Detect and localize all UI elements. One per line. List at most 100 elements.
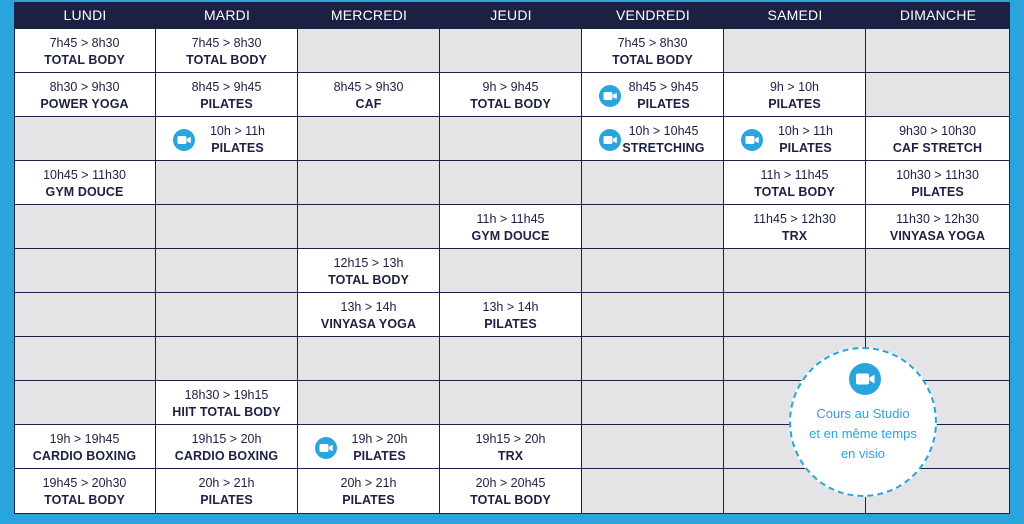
class-slot: 19h > 20h PILATES xyxy=(298,425,440,469)
empty-slot xyxy=(582,381,724,425)
class-name: TOTAL BODY xyxy=(44,493,125,507)
class-time: 20h > 21h xyxy=(198,476,255,490)
empty-slot xyxy=(156,293,298,337)
class-slot: 11h45 > 12h30 TRX xyxy=(724,205,866,249)
empty-slot xyxy=(866,249,1010,293)
legend-text: Cours au Studio et en même temps en visi… xyxy=(799,404,927,464)
empty-slot xyxy=(298,29,440,73)
class-name: PILATES xyxy=(200,97,253,111)
class-slot: 8h30 > 9h30 POWER YOGA xyxy=(14,73,156,117)
day-header-mardi: MARDI xyxy=(203,7,251,23)
class-time: 9h30 > 10h30 xyxy=(899,124,976,138)
class-slot: 18h30 > 19h15 HIIT TOTAL BODY xyxy=(156,381,298,425)
video-camera-icon xyxy=(849,363,881,395)
empty-slot xyxy=(298,117,440,161)
class-slot: 10h45 > 11h30 GYM DOUCE xyxy=(14,161,156,205)
class-time: 19h > 19h45 xyxy=(49,432,120,446)
class-slot: 20h > 21h PILATES xyxy=(156,469,298,514)
class-time: 8h45 > 9h45 xyxy=(628,80,699,94)
class-slot: 8h45 > 9h45 PILATES xyxy=(582,73,724,117)
empty-slot xyxy=(440,117,582,161)
class-slot: 7h45 > 8h30 TOTAL BODY xyxy=(14,29,156,73)
class-time: 9h > 9h45 xyxy=(482,80,539,94)
class-time: 13h > 14h xyxy=(340,300,397,314)
class-name: VINYASA YOGA xyxy=(889,229,986,243)
class-time: 20h > 20h45 xyxy=(475,476,546,490)
class-slot: 8h45 > 9h45 PILATES xyxy=(156,73,298,117)
day-header-vendredi: VENDREDI xyxy=(616,7,690,23)
video-camera-icon xyxy=(599,85,621,107)
class-name: PILATES xyxy=(484,317,537,331)
empty-slot xyxy=(156,249,298,293)
empty-slot xyxy=(14,337,156,381)
class-name: CARDIO BOXING xyxy=(32,449,137,463)
empty-slot xyxy=(440,249,582,293)
class-time: 18h30 > 19h15 xyxy=(184,388,269,402)
class-name: PILATES xyxy=(768,97,821,111)
class-name: TOTAL BODY xyxy=(470,97,551,111)
class-name: CAF STRETCH xyxy=(892,141,983,155)
class-name: PILATES xyxy=(637,97,690,111)
class-slot: 9h > 9h45 TOTAL BODY xyxy=(440,73,582,117)
class-slot: 11h > 11h45 TOTAL BODY xyxy=(724,161,866,205)
class-name: PILATES xyxy=(353,449,406,463)
empty-slot xyxy=(724,29,866,73)
class-time: 19h15 > 20h xyxy=(475,432,546,446)
class-slot: 9h > 10h PILATES xyxy=(724,73,866,117)
class-time: 10h45 > 11h30 xyxy=(43,168,126,182)
class-time: 8h45 > 9h45 xyxy=(191,80,262,94)
empty-slot xyxy=(440,381,582,425)
day-header-samedi: SAMEDI xyxy=(767,7,823,23)
empty-slot xyxy=(14,249,156,293)
empty-slot xyxy=(156,205,298,249)
day-header-mercredi: MERCREDI xyxy=(330,7,408,23)
empty-slot xyxy=(440,29,582,73)
empty-slot xyxy=(298,337,440,381)
empty-slot xyxy=(724,249,866,293)
class-time: 11h > 11h45 xyxy=(760,168,829,182)
class-slot: 20h > 20h45 TOTAL BODY xyxy=(440,469,582,514)
class-time: 20h > 21h xyxy=(340,476,397,490)
class-time: 10h > 10h45 xyxy=(628,124,699,138)
class-name: GYM DOUCE xyxy=(45,185,124,199)
empty-slot xyxy=(866,29,1010,73)
video-camera-icon xyxy=(599,129,621,151)
empty-slot xyxy=(582,337,724,381)
day-header-jeudi: JEUDI xyxy=(490,7,532,23)
empty-slot xyxy=(440,161,582,205)
class-slot: 10h30 > 11h30 PILATES xyxy=(866,161,1010,205)
class-time: 10h > 11h xyxy=(777,124,834,138)
class-name: PILATES xyxy=(911,185,964,199)
empty-slot xyxy=(156,337,298,381)
class-name: TOTAL BODY xyxy=(44,53,125,67)
class-name: TRX xyxy=(781,229,808,243)
legend-line-1: Cours au Studio xyxy=(816,406,910,421)
class-slot: 11h > 11h45 GYM DOUCE xyxy=(440,205,582,249)
class-time: 8h30 > 9h30 xyxy=(49,80,120,94)
class-name: PILATES xyxy=(342,493,395,507)
class-time: 11h30 > 12h30 xyxy=(896,212,979,226)
class-time: 19h > 20h xyxy=(351,432,408,446)
class-name: TOTAL BODY xyxy=(754,185,835,199)
class-slot: 10h > 11h PILATES xyxy=(156,117,298,161)
days-header: LUNDI MARDI MERCREDI JEUDI VENDREDI SAMEDI DIM… xyxy=(14,2,1010,29)
class-name: TOTAL BODY xyxy=(186,53,267,67)
class-name: POWER YOGA xyxy=(40,97,129,111)
class-time: 7h45 > 8h30 xyxy=(191,36,262,50)
class-slot: 7h45 > 8h30 TOTAL BODY xyxy=(156,29,298,73)
class-slot: 13h > 14h VINYASA YOGA xyxy=(298,293,440,337)
class-name: VINYASA YOGA xyxy=(320,317,417,331)
class-name: TRX xyxy=(497,449,524,463)
empty-slot xyxy=(14,205,156,249)
class-time: 10h > 11h xyxy=(209,124,266,138)
empty-slot xyxy=(582,293,724,337)
class-time: 11h > 11h45 xyxy=(476,212,545,226)
class-name: PILATES xyxy=(211,141,264,155)
class-name: PILATES xyxy=(200,493,253,507)
class-slot: 9h30 > 10h30 CAF STRETCH xyxy=(866,117,1010,161)
class-name: PILATES xyxy=(779,141,832,155)
class-slot: 19h15 > 20h TRX xyxy=(440,425,582,469)
video-legend: Cours au Studio et en même temps en visi… xyxy=(789,347,937,497)
empty-slot xyxy=(582,161,724,205)
schedule-board: LUNDI MARDI MERCREDI JEUDI VENDREDI SAMEDI DIM… xyxy=(14,2,1010,514)
